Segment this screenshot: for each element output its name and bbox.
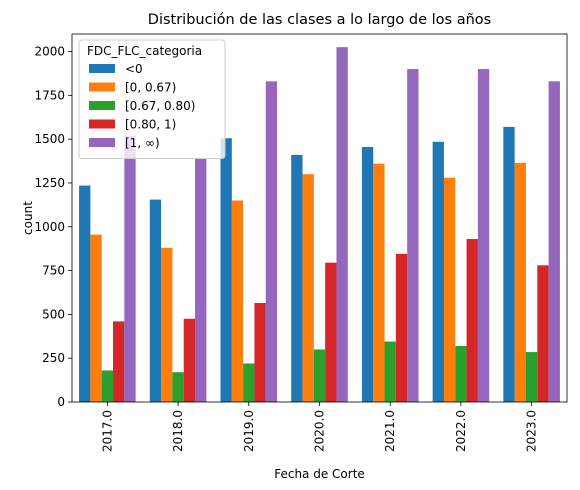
y-tick-label: 250 xyxy=(42,351,65,365)
bar-4-2021.0 xyxy=(395,253,408,402)
bars-group xyxy=(79,47,560,403)
bar-2-2017.0 xyxy=(90,234,102,402)
bar-3-2019.0 xyxy=(243,363,255,402)
legend-entry-label: [0.67, 0.80) xyxy=(125,99,195,113)
y-tick-label: 1500 xyxy=(34,132,65,146)
y-axis: 0 250 500 750 1000 1250 1500 1750 2000 xyxy=(34,45,72,409)
x-tick-label: 2021.0 xyxy=(383,410,397,452)
legend-entry-label: [0.80, 1) xyxy=(125,118,176,132)
bar-5-2021.0 xyxy=(407,69,419,403)
legend-swatch xyxy=(89,119,115,129)
bar-4-2018.0 xyxy=(183,318,196,402)
bar-5-2023.0 xyxy=(548,81,560,403)
legend-swatch xyxy=(89,138,115,147)
bar-4-2020.0 xyxy=(325,262,337,402)
legend-swatch xyxy=(89,101,115,110)
legend-swatch xyxy=(89,64,115,73)
bar-2-2022.0 xyxy=(443,177,456,402)
bar-2-2021.0 xyxy=(373,163,385,402)
legend-entry-label: [1, ∞) xyxy=(125,136,160,150)
y-tick-label: 1750 xyxy=(34,88,65,102)
bar-5-2022.0 xyxy=(477,69,490,403)
legend-title: FDC_FLC_categoria xyxy=(87,44,202,58)
bar-3-2017.0 xyxy=(101,370,114,402)
bar-1-2019.0 xyxy=(220,138,232,402)
bar-2-2019.0 xyxy=(231,200,244,402)
bar-5-2017.0 xyxy=(124,135,136,402)
y-tick-label: 500 xyxy=(42,307,65,321)
bar-1-2017.0 xyxy=(79,185,91,402)
x-tick-label: 2022.0 xyxy=(454,410,468,452)
legend-box xyxy=(78,39,226,159)
bar-5-2018.0 xyxy=(195,158,207,402)
bar-3-2020.0 xyxy=(313,349,326,402)
bar-1-2018.0 xyxy=(149,199,162,402)
bar-5-2019.0 xyxy=(265,81,278,403)
x-axis: 2017.0 2018.0 2019.0 2020.0 2021.0 2022.0 2023… xyxy=(100,402,539,452)
legend-entry-label: <0 xyxy=(125,62,143,76)
bar-4-2019.0 xyxy=(254,302,266,402)
x-tick-label: 2023.0 xyxy=(525,410,539,452)
x-tick-label: 2020.0 xyxy=(313,410,327,452)
x-tick-label: 2019.0 xyxy=(242,410,256,452)
bar-1-2021.0 xyxy=(361,147,374,402)
legend: FDC_FLC_categoria <0 [0, 0.67) [0.67, 0.80… xyxy=(78,39,226,159)
bar-2-2018.0 xyxy=(161,247,173,402)
bar-1-2022.0 xyxy=(432,141,444,402)
bar-1-2020.0 xyxy=(291,154,303,402)
bar-4-2022.0 xyxy=(466,239,478,402)
legend-swatch xyxy=(89,82,115,92)
bar-2-2023.0 xyxy=(514,162,526,402)
chart-title: Distribución de las clases a lo largo de… xyxy=(148,12,491,28)
bar-2-2020.0 xyxy=(302,174,314,402)
bar-3-2022.0 xyxy=(455,345,467,402)
y-tick-label: 1000 xyxy=(34,220,65,234)
bar-5-2020.0 xyxy=(336,47,348,403)
bar-1-2023.0 xyxy=(503,126,515,402)
legend-entry-label: [0, 0.67) xyxy=(125,81,176,95)
bar-3-2023.0 xyxy=(525,352,538,402)
bar-4-2023.0 xyxy=(537,265,549,402)
y-axis-label: count xyxy=(21,201,35,235)
x-tick-label: 2018.0 xyxy=(171,410,185,452)
bar-3-2018.0 xyxy=(172,372,184,402)
y-tick-label: 750 xyxy=(42,264,65,278)
bar-4-2017.0 xyxy=(113,321,125,402)
x-tick-label: 2017.0 xyxy=(100,410,114,452)
x-axis-label: Fecha de Corte xyxy=(274,467,365,481)
y-tick-label: 0 xyxy=(57,395,65,409)
y-tick-label: 2000 xyxy=(34,45,65,59)
plot-frame xyxy=(71,33,568,403)
bar-3-2021.0 xyxy=(384,341,396,402)
y-tick-label: 1250 xyxy=(34,176,65,190)
